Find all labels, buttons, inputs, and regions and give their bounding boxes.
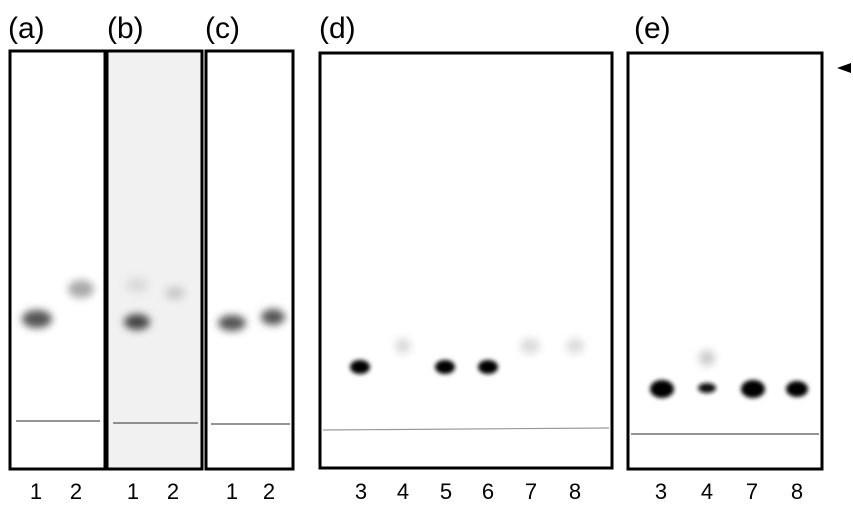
plate [318,51,614,470]
front-arrow [837,63,851,73]
plate [8,49,107,471]
panel-label: (c) [205,12,240,45]
plate [626,51,824,471]
lane-number: 2 [70,479,82,503]
panel-label: (e) [634,12,671,45]
lane-number: 4 [397,479,409,503]
lane-number: 2 [167,479,179,503]
panel-label: (d) [319,12,356,45]
lane-number: 3 [355,479,367,503]
labels: (a) 1 2 (b) 1 2 (c) 1 2 (d) 3 4 5 6 7 8 (e) 3 4 7 8 [8,12,803,504]
lane-number: 7 [525,479,537,503]
lane-number: 4 [701,479,713,503]
lane-number: 5 [440,479,452,503]
panel-label: (b) [107,12,144,45]
lane-number: 2 [263,479,275,503]
plate [105,49,204,471]
lane-number: 6 [482,479,494,503]
origin-lines [16,420,819,435]
panel-label: (a) [8,12,45,45]
lane-number: 8 [791,479,803,503]
plate [204,49,295,471]
spots [22,277,808,398]
lane-number: 1 [127,479,139,503]
lane-number: 7 [746,479,758,503]
lane-number: 1 [30,479,42,503]
lane-number: 3 [655,479,667,503]
lane-number: 8 [569,479,581,503]
lane-number: 1 [226,479,238,503]
